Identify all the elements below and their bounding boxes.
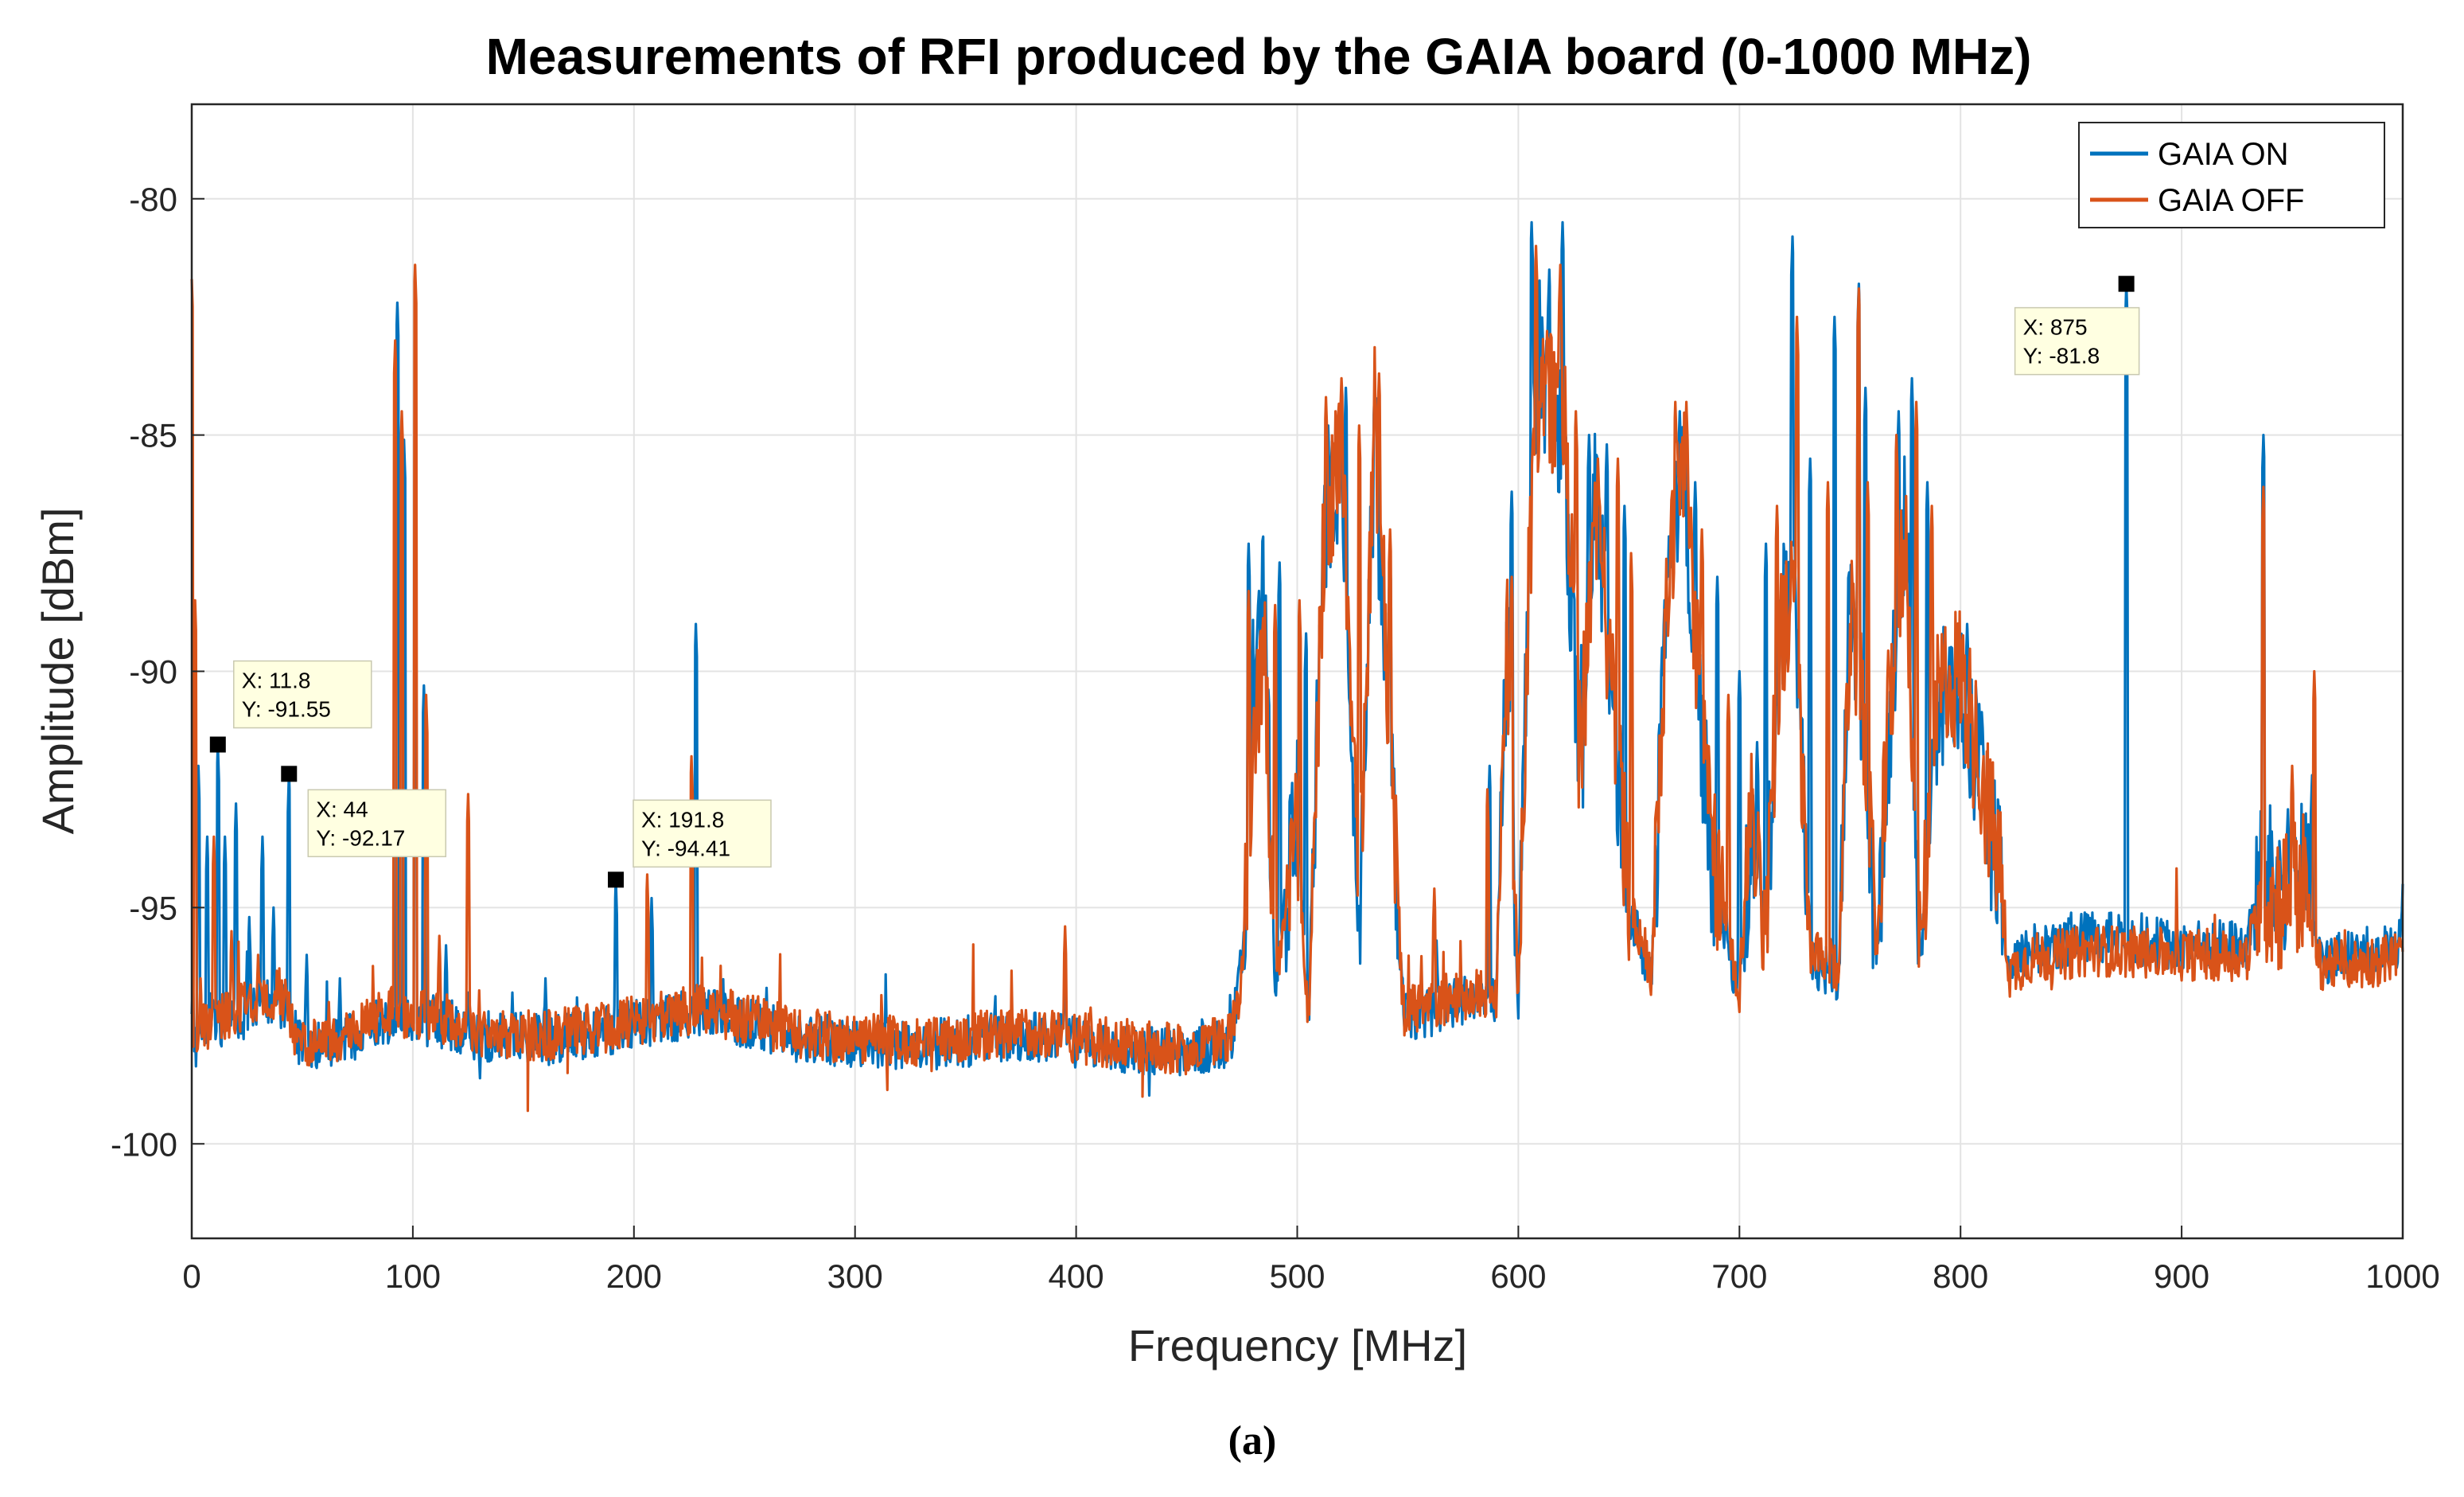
x-axis-label: Frequency [MHz] [1128, 1320, 1467, 1370]
x-tick-label: 500 [1269, 1257, 1325, 1295]
chart-title: Measurements of RFI produced by the GAIA… [486, 28, 2032, 85]
y-tick-label: -95 [129, 889, 177, 926]
x-tick-label: 800 [1933, 1257, 1988, 1295]
x-tick-label: 600 [1490, 1257, 1546, 1295]
figure-caption: (a) [1228, 1418, 1277, 1464]
legend-label-gaia-on: GAIA ON [2158, 137, 2289, 172]
x-tick-label: 1000 [2365, 1257, 2439, 1295]
data-tip-box [307, 789, 447, 858]
y-axis-label: Amplitude [dBm] [33, 508, 83, 835]
x-tick-label: 100 [385, 1257, 441, 1295]
legend-label-gaia-off: GAIA OFF [2158, 183, 2304, 218]
data-tip-x: X: 11.8 [242, 669, 311, 693]
series-line-gaia-off [190, 244, 2404, 1113]
data-tip-y: Y: -91.55 [242, 697, 331, 722]
data-tip-box [633, 799, 772, 868]
data-tip-x: X: 191.8 [641, 807, 724, 832]
data-tips: X: 11.8 Y: -91.55 X: 44 Y: -92.17 X: 191.8 Y:… [209, 275, 2140, 888]
legend[interactable]: GAIA ON GAIA OFF [2078, 122, 2385, 228]
x-tick-label: 400 [1049, 1257, 1104, 1295]
x-tick-label: 300 [827, 1257, 883, 1295]
y-tick-label: -85 [129, 417, 177, 454]
legend-box [2078, 122, 2385, 228]
axes [190, 103, 2404, 1240]
data-tip[interactable]: X: 11.8 Y: -91.55 [209, 660, 372, 753]
data-tip[interactable]: X: 44 Y: -92.17 [281, 766, 447, 858]
plot-frame [190, 103, 2404, 1240]
y-tick-label: -100 [111, 1125, 177, 1163]
data-tip-box [233, 660, 372, 729]
data-tip-marker [209, 736, 226, 753]
series-layer [190, 220, 2404, 1113]
x-tick-label: 900 [2154, 1257, 2209, 1295]
y-tick-label: -80 [129, 181, 177, 218]
data-tip-x: X: 875 [2023, 315, 2088, 340]
data-tip-y: Y: -81.8 [2023, 344, 2100, 368]
data-tip-marker [2118, 275, 2135, 292]
x-tick-label: 700 [1711, 1257, 1767, 1295]
data-tip-box [2014, 306, 2140, 376]
data-tip[interactable]: X: 191.8 Y: -94.41 [608, 799, 772, 888]
data-tip-y: Y: -92.17 [316, 825, 405, 850]
data-tip-y: Y: -94.41 [641, 836, 730, 860]
tick-labels: 0 100 200 300 400 500 600 700 800 900 1000 -80 -85 -9… [111, 181, 2440, 1295]
x-tick-label: 200 [606, 1257, 662, 1295]
x-tick-label: 0 [182, 1257, 200, 1295]
data-tip[interactable]: X: 875 Y: -81.8 [2014, 275, 2140, 376]
data-tip-marker [281, 766, 298, 782]
data-tip-marker [608, 871, 625, 888]
y-tick-label: -90 [129, 653, 177, 691]
data-tip-x: X: 44 [316, 797, 368, 821]
